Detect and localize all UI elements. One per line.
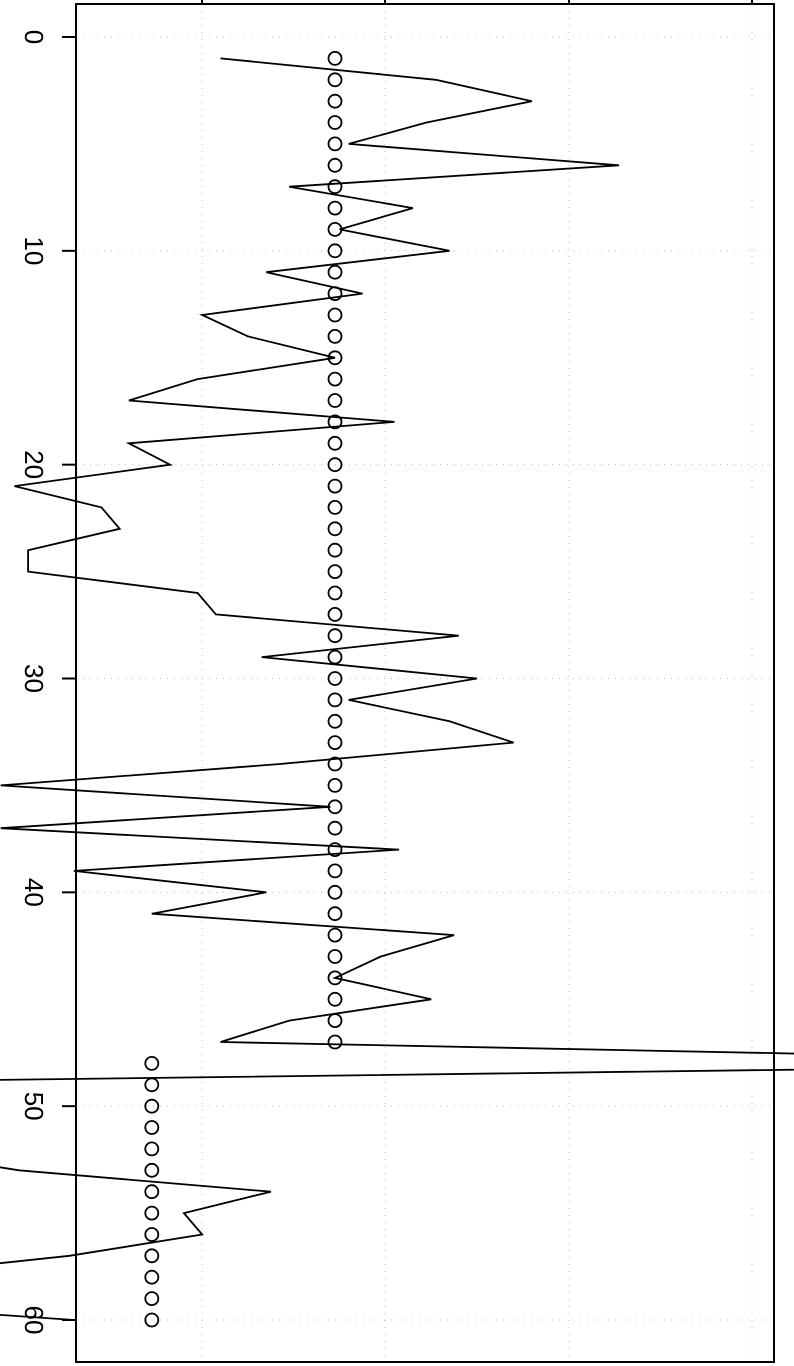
data-point [327, 991, 343, 1007]
data-point [327, 435, 343, 451]
data-point [144, 1205, 160, 1221]
data-point [144, 1269, 160, 1285]
data-point [327, 286, 343, 302]
data-point [327, 93, 343, 109]
data-point [327, 799, 343, 815]
data-point [327, 200, 343, 216]
data-point [327, 949, 343, 964]
data-point [327, 927, 343, 943]
x-tick-label-20: 20 [19, 450, 49, 479]
data-point [327, 179, 343, 195]
data-point [327, 371, 343, 387]
data-point [144, 1184, 160, 1200]
data-point [327, 842, 343, 857]
data-point [327, 264, 343, 280]
data-point [144, 1162, 160, 1178]
data-point [327, 328, 343, 344]
data-point [327, 884, 343, 900]
data-point [327, 478, 343, 494]
x-tick-label-60: 60 [19, 1306, 49, 1335]
data-point [327, 307, 343, 323]
series-line [0, 57, 794, 1321]
data-point [327, 499, 343, 515]
plot-frame [75, 3, 775, 1363]
data-point [144, 1056, 160, 1071]
data-point [327, 735, 343, 750]
data-point [144, 1248, 160, 1264]
axes [62, 0, 753, 1321]
data-point [327, 521, 343, 537]
data-point [327, 906, 343, 922]
data-point [327, 542, 343, 558]
data-point [144, 1291, 160, 1306]
data-point [327, 863, 343, 879]
data-point [144, 1077, 160, 1093]
data-point [327, 756, 343, 772]
data-point [327, 221, 343, 237]
data-point [327, 1013, 343, 1028]
tick-labels: 0 10 20 30 40 50 60 [19, 30, 49, 1335]
data-point [327, 136, 343, 152]
x-tick-label-10: 10 [19, 236, 49, 265]
x-tick-label-40: 40 [19, 878, 49, 907]
data-point [327, 671, 343, 686]
data-point [327, 1034, 343, 1050]
x-tick-label-30: 30 [19, 664, 49, 693]
data-point [327, 414, 343, 430]
data-point [327, 157, 343, 173]
data-point [144, 1098, 160, 1114]
data-point [327, 393, 343, 408]
x-tick-label-50: 50 [19, 1092, 49, 1121]
data-point [327, 243, 343, 259]
data-point [144, 1312, 160, 1328]
data-point [327, 820, 343, 836]
series-points [144, 51, 343, 1328]
grid [76, 4, 774, 1362]
data-point [327, 115, 343, 130]
data-point [327, 778, 343, 793]
data-point [327, 970, 343, 986]
data-point [327, 51, 343, 66]
data-point [327, 713, 343, 729]
data-point [144, 1120, 160, 1135]
data-point [327, 72, 343, 88]
data-point [327, 607, 343, 622]
data-point [327, 350, 343, 366]
data-point [327, 649, 343, 665]
data-point [327, 628, 343, 644]
data-point [327, 564, 343, 579]
x-tick-label-0: 0 [19, 30, 49, 44]
data-point [327, 457, 343, 473]
data-point [144, 1227, 160, 1242]
data-point [144, 1141, 160, 1157]
data-point [327, 692, 343, 708]
data-point [327, 585, 343, 601]
